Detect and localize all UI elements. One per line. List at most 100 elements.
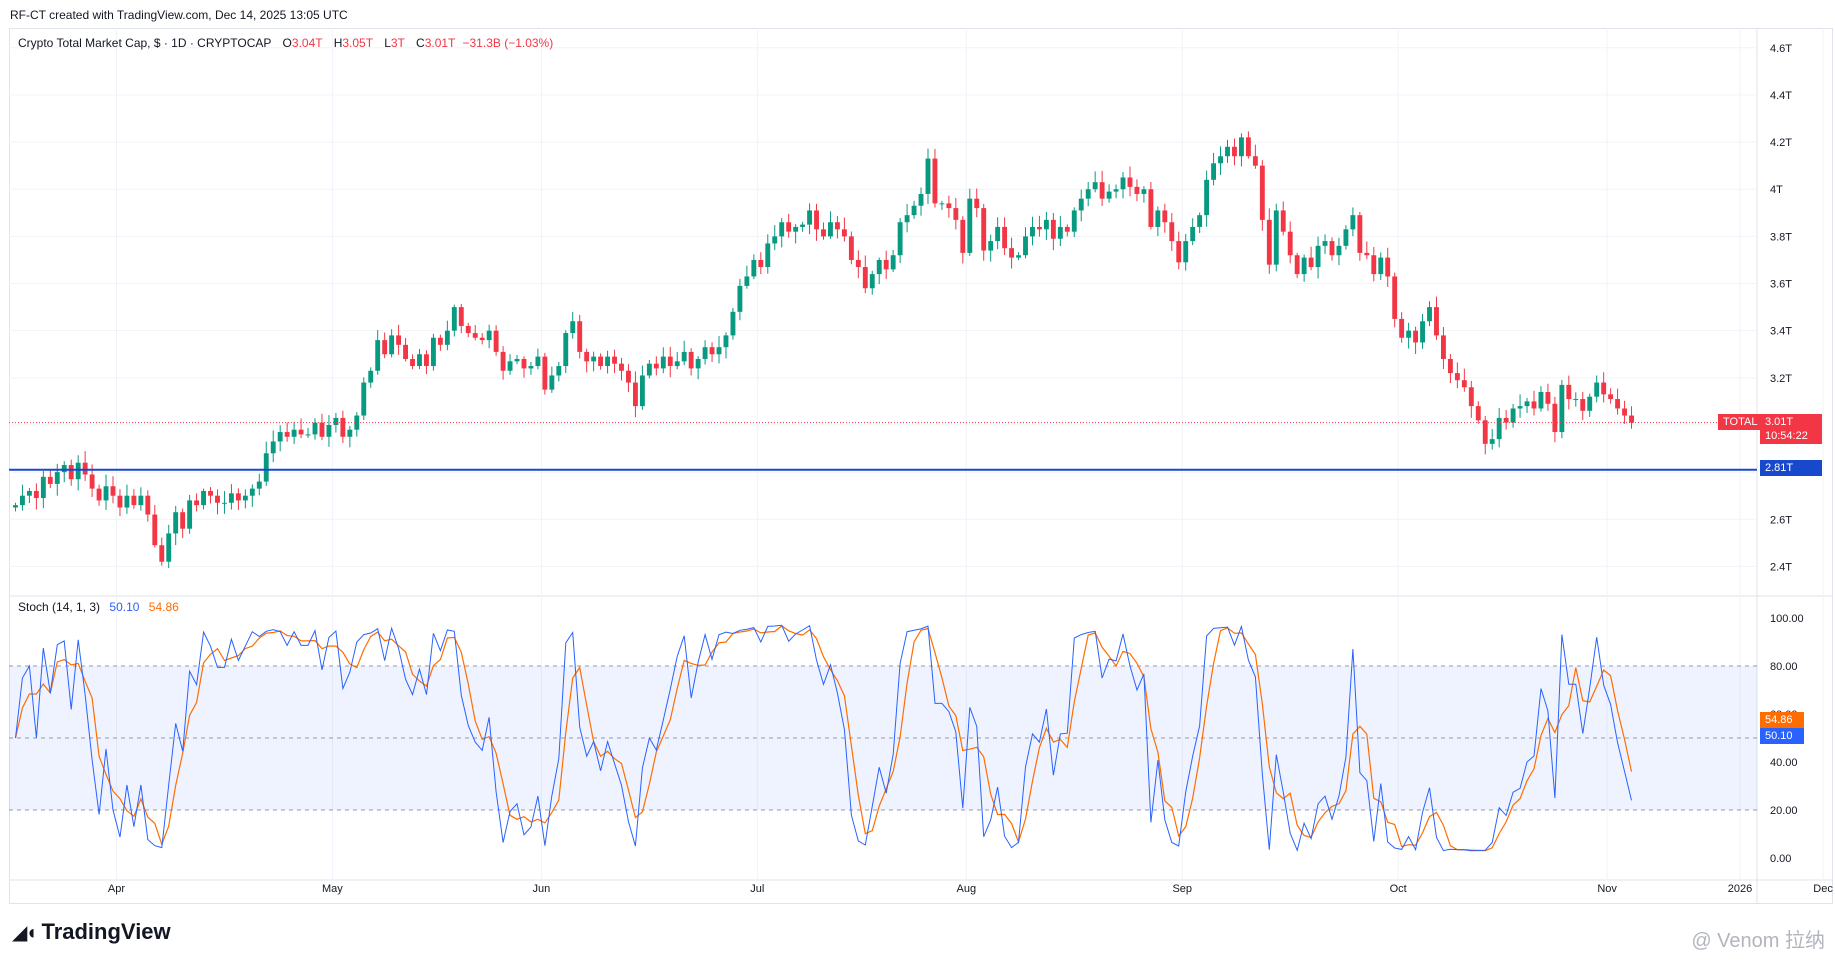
candle-body [389,335,395,355]
candle-body [1329,241,1335,256]
candle-body [1078,198,1084,211]
watermark: @ Venom 拉纳 [1691,930,1825,952]
candle-body [632,382,638,407]
candle-body [1009,248,1015,258]
candle-body [793,226,799,232]
candle-body [925,158,931,194]
last-price-tag: 3.01T 10:54:22 [1760,414,1822,444]
candle-body [1580,399,1586,411]
candle-body [577,321,583,352]
candle-body [277,432,283,442]
candle-body [667,356,673,367]
candle-body [458,307,464,326]
candle-body [1475,406,1481,421]
stoch-d-line [14,625,1633,852]
candle-body [639,375,645,407]
candle-body [1120,177,1126,190]
candle-body [660,356,666,369]
chart-header: RF-CT created with TradingView.com, Dec … [10,8,348,22]
candle-body [765,243,771,268]
candle-body [841,229,847,237]
candle-body [424,354,429,367]
tradingview-logo[interactable]: ◢◖ TradingView [12,919,171,944]
candle-body [75,462,81,480]
candle-body [298,429,304,435]
candle-body [1266,219,1272,265]
stoch-bands [9,665,1757,811]
candle-body [1273,210,1279,265]
candle-body [96,488,102,501]
candle-body [807,210,813,225]
candle-body [173,512,179,534]
candle-body [1378,257,1384,275]
price-tick-label: 4.4T [1770,90,1792,102]
candle-body [674,361,680,367]
candle-body [876,259,882,275]
candle-body [883,259,889,270]
candle-body [368,370,374,383]
candle-body [1336,245,1342,256]
tradingview-mark-icon: ◢◖ [12,921,38,944]
candle-body [256,481,262,489]
candle-body [1510,408,1516,423]
candle-body [103,486,109,501]
candle-body [410,358,415,367]
candle-body [222,502,227,504]
candle-body [1127,177,1133,187]
stoch-name[interactable]: Stoch (14, 1, 3) [18,600,101,614]
candle-body [479,337,485,341]
candle-body [584,351,590,362]
candle-body [444,330,450,345]
candle-body [1225,146,1230,157]
price-tick-label: 2.4T [1770,561,1792,573]
grid-lines [9,28,1833,904]
candle-body [159,545,165,562]
candle-body [709,347,715,355]
candle-body [744,276,750,286]
stoch-d-tag: 54.86 [1760,712,1804,728]
candle-body [305,434,311,436]
candle-body [1420,321,1425,343]
candle-body [1148,189,1154,227]
candle-body [911,205,917,216]
candle-body [688,351,694,369]
price-tick-label: 3.4T [1770,326,1792,338]
symbol-name[interactable]: Crypto Total Market Cap, $ · 1D · CRYPTO… [18,36,272,50]
candle-body [1239,137,1244,157]
candle-body [1399,318,1405,338]
candle-body [1162,210,1168,223]
candle-body [1169,222,1175,242]
candle-body [1468,387,1474,407]
candle-body [1280,210,1286,232]
candle-body [946,203,952,209]
candle-body [612,356,617,364]
candle-body [653,363,659,369]
candle-body [333,417,339,425]
candle-body [1030,226,1035,237]
candle-body [33,490,39,499]
candle-body [890,255,896,270]
change-value: −31.3B (−1.03%) [462,36,554,50]
stoch-legend: Stoch (14, 1, 3) 50.10 54.86 [18,600,179,614]
candle-body [1524,401,1530,407]
candle-body [486,330,492,341]
candle-body [1454,373,1460,381]
candle-body [249,488,255,496]
candle-body [117,495,123,508]
candle-body [995,226,1001,242]
candle-body [166,533,172,562]
candle-body [1615,399,1621,409]
candle-body [187,500,193,529]
candle-body [208,490,213,496]
candle-body [967,198,973,253]
candle-body [430,337,436,367]
candle-body [1531,401,1537,409]
candle-body [1343,229,1349,246]
stoch-tick-label: 0.00 [1770,853,1791,865]
price-tick-label: 4T [1770,184,1783,196]
candle-body [702,347,708,359]
candle-body [340,417,346,437]
candle-body [347,429,353,437]
candle-body [1587,396,1593,411]
